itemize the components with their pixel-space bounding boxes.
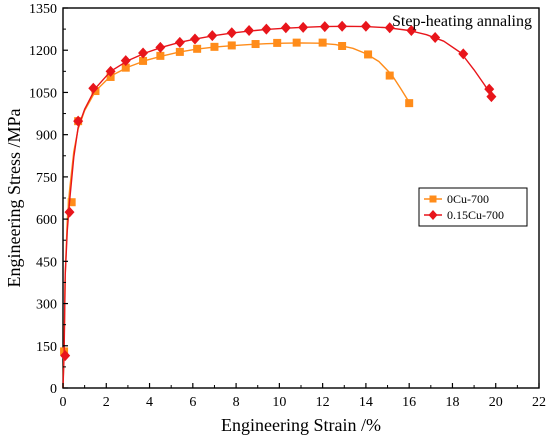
y-tick-label: 900 [36,129,57,144]
series-0-point [193,44,202,53]
series-0-point [364,50,373,59]
y-axis-label: Engineering Stress /MPa [4,109,24,288]
series-1-point [384,22,395,34]
series-1-point [261,23,272,35]
series-1-point [298,21,309,33]
series-line-1 [62,25,493,389]
series-1-point [244,25,255,37]
series-0-point [273,38,282,47]
series-1-point [226,27,237,39]
series-1-point [174,36,185,48]
series-0-point [251,40,260,49]
y-tick-label: 150 [36,340,57,355]
chart-title: Step-heating annaling [392,13,532,30]
series-0-point [318,38,327,47]
series-1-point [207,30,218,42]
series-1-point [138,47,149,59]
y-tick-label: 750 [36,171,57,186]
series-0-point [121,63,130,72]
series-line-0 [62,42,410,389]
y-tick-label: 1050 [29,86,57,101]
series-1-point [60,350,71,362]
series-0-point [139,56,148,65]
legend: 0Cu-700 0.15Cu-700 [418,187,528,227]
legend-marker-0 [429,195,437,203]
series-1-point [319,21,330,33]
series-1-point [337,20,348,32]
series-1-point [120,55,131,67]
y-tick-label: 1200 [29,44,57,59]
y-tick-label: 1350 [29,2,57,17]
y-tick-label: 300 [36,298,57,313]
series-1-point [73,115,84,127]
series-0-point [210,42,219,51]
x-tick-label: 2 [103,395,110,410]
series-1-point [280,22,291,34]
series-1-point [406,25,417,37]
y-tick-label: 0 [50,382,57,397]
x-tick-label: 12 [316,395,330,410]
y-tick-label: 450 [36,255,57,270]
legend-marker-1 [428,210,438,220]
axis-layer: 0 2 4 6 8 10 12 14 16 18 20 22 0 150 300 450 600 750 900 10… [29,2,546,410]
x-tick-label: 0 [60,395,67,410]
series-0-point [175,47,184,56]
x-tick-label: 6 [189,395,196,410]
x-axis-label: Engineering Strain /% [221,415,381,435]
x-tick-label: 16 [402,395,416,410]
x-tick-label: 4 [146,395,153,410]
legend-frame [418,187,528,227]
series-1-point [360,20,371,32]
series-1-point [430,32,441,44]
legend-label-0: 0Cu-700 [447,192,489,206]
x-tick-label: 8 [233,395,240,410]
x-tick-label: 22 [532,395,546,410]
x-tick-label: 14 [359,395,373,410]
x-tick-label: 20 [489,395,503,410]
series-1-point [458,48,469,60]
series-1-point [155,41,166,53]
y-tick-label: 600 [36,213,57,228]
series-0-point [227,41,236,50]
series-0-point [385,71,394,80]
series-0-point [156,51,165,60]
series-0-point [405,99,414,108]
series-1-point [64,206,75,218]
series-0-point [292,38,301,47]
series-0-point [338,42,347,50]
series-1-point [486,91,497,103]
series-layer [60,20,497,389]
series-1-point [88,82,99,94]
series-1-point [189,33,200,45]
series-0-point [67,198,76,207]
x-tick-label: 10 [272,395,286,410]
legend-label-1: 0.15Cu-700 [447,208,504,222]
series-0-point [106,72,115,81]
x-tick-label: 18 [445,395,459,410]
series-1-point [105,65,116,77]
